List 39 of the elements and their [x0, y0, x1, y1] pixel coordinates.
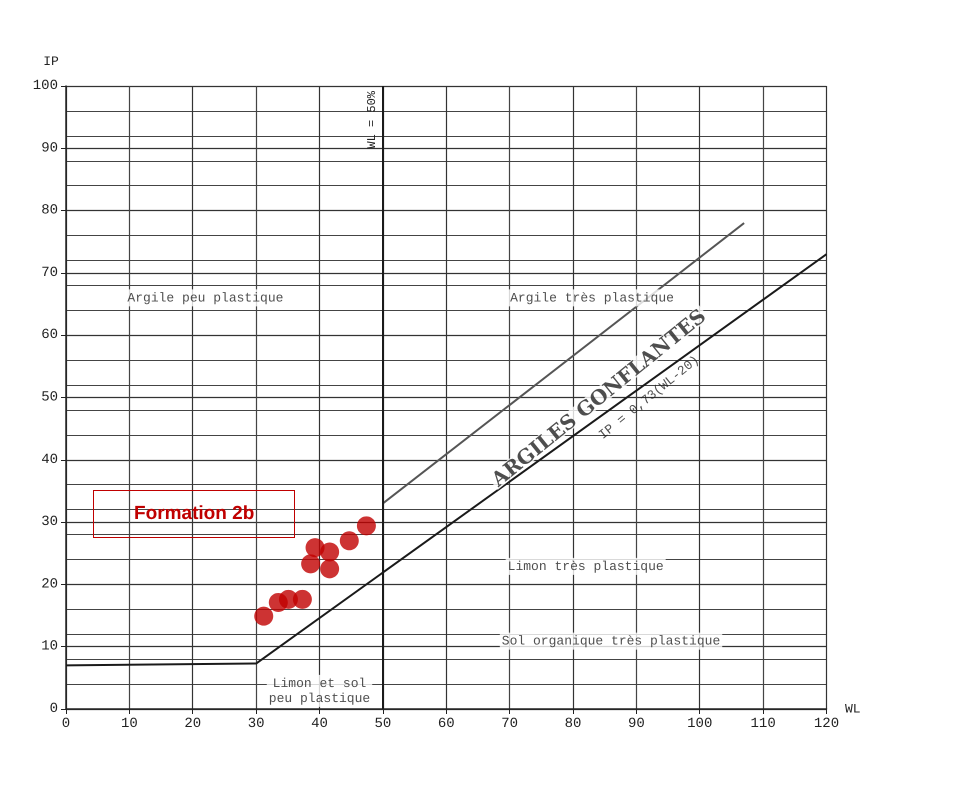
point [356, 516, 376, 536]
y-tick-label: 50 [41, 390, 58, 406]
y-tick-label: 100 [32, 78, 58, 94]
ref-line-label: WL = 50% [364, 90, 379, 149]
point [320, 542, 340, 562]
x-tick-label: 100 [687, 716, 712, 732]
point [301, 554, 320, 574]
point [340, 531, 359, 550]
point [254, 606, 274, 626]
annotation: Limon et sol peu plastique [268, 676, 370, 706]
x-tick-label: 80 [564, 716, 582, 732]
y-tick-label: 40 [41, 452, 58, 468]
x-tick-label: 90 [628, 716, 645, 732]
x-axis-title: WL [845, 702, 861, 716]
y-tick-label: 90 [41, 140, 58, 156]
y-tick-label: 80 [41, 202, 58, 219]
point [320, 559, 340, 578]
annotation: Limon très plastique [508, 558, 664, 574]
annotation: Sol organique très plastique [502, 634, 720, 649]
y-axis-title: IP [43, 54, 59, 69]
x-tick-label: 110 [750, 716, 776, 732]
x-tick-label: 40 [311, 716, 328, 732]
x-tick-label: 50 [374, 716, 392, 732]
x-tick-label: 0 [62, 716, 70, 732]
y-tick-label: 30 [41, 514, 58, 530]
point [292, 590, 312, 609]
x-tick-label: 70 [501, 716, 518, 732]
x-tick-label: 120 [814, 716, 840, 732]
y-tick-label: 10 [41, 638, 58, 655]
x-tick-label: 30 [248, 716, 265, 732]
x-tick-label: 10 [120, 716, 138, 732]
y-tick-label: 60 [41, 327, 58, 344]
annotation: Argile peu plastique [127, 290, 284, 306]
x-tick-label: 60 [438, 716, 455, 732]
y-tick-label: 0 [50, 701, 58, 717]
y-tick-label: 70 [41, 264, 58, 281]
annotation: Argile très plastique [510, 290, 674, 306]
x-tick-label: 20 [184, 716, 202, 732]
y-tick-label: 20 [41, 576, 58, 592]
